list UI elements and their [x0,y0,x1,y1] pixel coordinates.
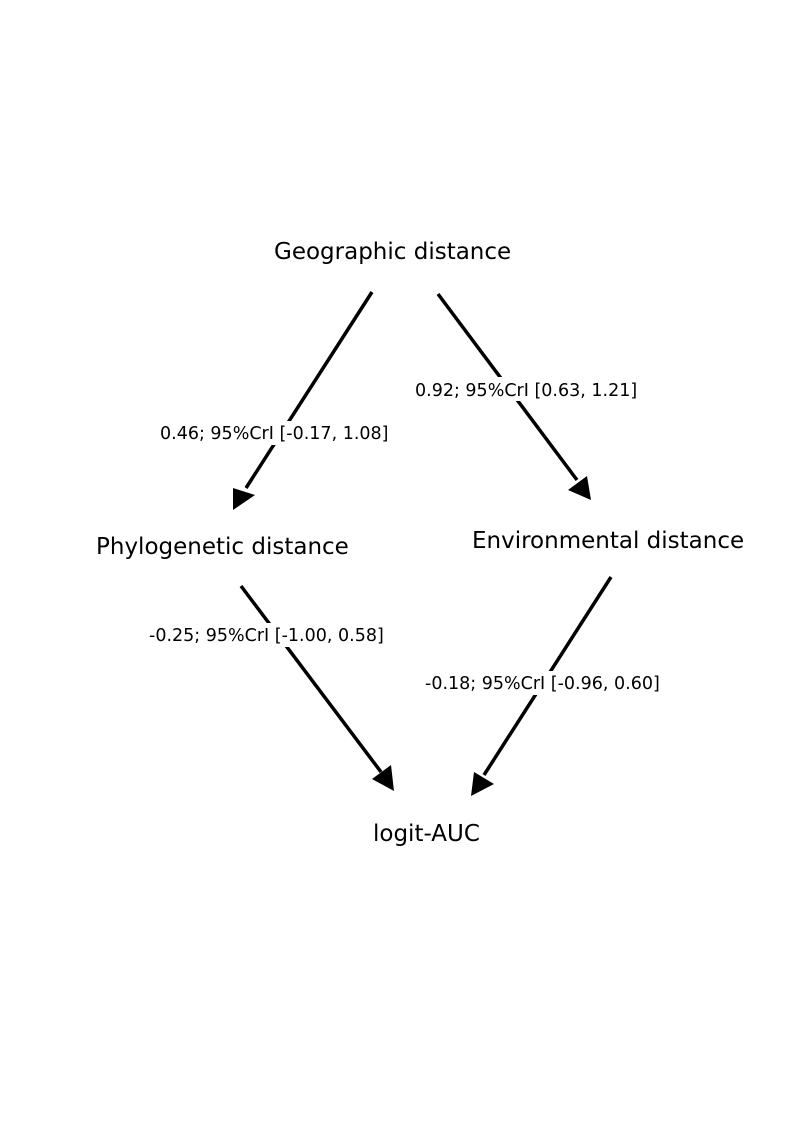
node-logit-auc: logit-AUC [373,821,480,847]
edge-environmental-to-outcome: -0.18; 95%CrI [-0.96, 0.60] [423,576,679,796]
edge-line [239,584,383,774]
arrow-head [372,765,394,791]
edge-label-background [413,377,653,401]
edge-geographic-to-environmental: 0.92; 95%CrI [0.63, 1.21] [413,292,653,500]
edge-label-background [147,623,403,647]
edge-line [244,291,374,489]
edge-geographic-to-phylogenetic: 0.46; 95%CrI [-0.17, 1.08] [158,291,406,510]
arrow-head [233,488,255,510]
edge-label-background [423,671,679,695]
edge-phylogenetic-to-outcome: -0.25; 95%CrI [-1.00, 0.58] [147,584,403,791]
node-geographic-distance: Geographic distance [274,239,511,265]
edge-label-geographic-environmental: 0.92; 95%CrI [0.63, 1.21] [415,381,637,401]
arrow-head [568,476,591,500]
edge-label-background [158,421,406,445]
edge-label-geographic-phylogenetic: 0.46; 95%CrI [-0.17, 1.08] [160,424,388,444]
edge-label-phylogenetic-outcome: -0.25; 95%CrI [-1.00, 0.58] [149,626,384,646]
node-environmental-distance: Environmental distance [472,528,744,554]
edge-label-environmental-outcome: -0.18; 95%CrI [-0.96, 0.60] [425,674,660,694]
arrow-head [471,772,494,796]
node-phylogenetic-distance: Phylogenetic distance [96,534,349,560]
